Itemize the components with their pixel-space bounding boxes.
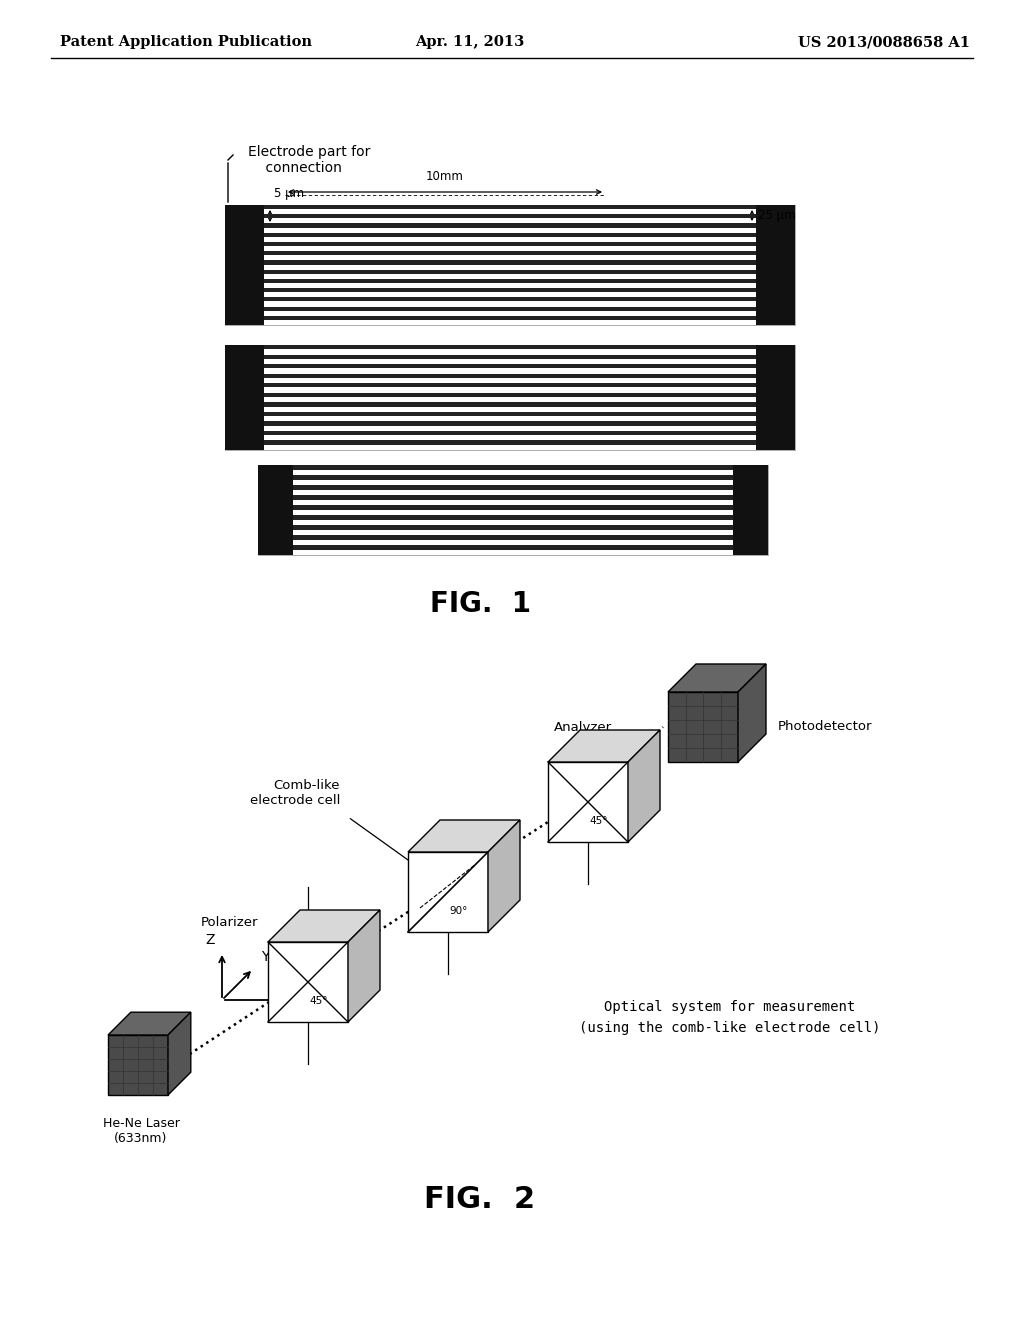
Bar <box>264 355 757 359</box>
Polygon shape <box>408 820 520 851</box>
Text: Optical system for measurement
(using the comb-like electrode cell): Optical system for measurement (using th… <box>580 1001 881 1035</box>
Text: 5 μm: 5 μm <box>274 187 304 201</box>
Text: US 2013/0088658 A1: US 2013/0088658 A1 <box>798 36 970 49</box>
Bar <box>264 232 757 236</box>
Bar <box>264 374 757 378</box>
Bar <box>757 345 795 450</box>
Bar <box>264 242 757 246</box>
Polygon shape <box>108 1035 168 1096</box>
Text: FIG.  2: FIG. 2 <box>424 1185 536 1214</box>
Bar <box>733 465 768 554</box>
Bar <box>264 223 757 227</box>
Bar <box>264 205 757 209</box>
Text: He-Ne Laser
(633nm): He-Ne Laser (633nm) <box>102 1117 179 1144</box>
Bar <box>264 430 757 436</box>
Bar <box>225 345 264 450</box>
Bar <box>264 288 757 292</box>
Bar <box>264 345 757 350</box>
Polygon shape <box>408 851 488 932</box>
Bar <box>264 251 757 255</box>
Text: 45°: 45° <box>590 816 608 826</box>
Bar <box>264 393 757 397</box>
Bar <box>264 260 757 264</box>
Bar <box>264 279 757 282</box>
Text: Electrode part for
    connection: Electrode part for connection <box>248 145 371 176</box>
Bar <box>258 465 768 554</box>
Text: Patent Application Publication: Patent Application Publication <box>60 36 312 49</box>
Text: Polarizer: Polarizer <box>201 916 258 928</box>
Text: Z: Z <box>205 933 215 946</box>
Polygon shape <box>268 942 348 1022</box>
Bar <box>293 545 733 549</box>
Bar <box>258 465 293 554</box>
Text: Y: Y <box>261 950 269 964</box>
Bar <box>225 205 264 325</box>
Bar <box>293 495 733 499</box>
Text: 25 μm: 25 μm <box>758 209 796 222</box>
Text: X: X <box>287 993 296 1007</box>
Bar <box>264 269 757 273</box>
Bar <box>264 403 757 407</box>
Bar <box>264 364 757 368</box>
Polygon shape <box>348 909 380 1022</box>
Text: Comb-like
electrode cell: Comb-like electrode cell <box>250 779 340 807</box>
Bar <box>264 306 757 310</box>
Text: 10mm: 10mm <box>426 170 464 183</box>
Bar <box>757 205 795 325</box>
Bar <box>264 421 757 425</box>
Text: 45°: 45° <box>309 997 328 1006</box>
Bar <box>293 535 733 540</box>
Polygon shape <box>268 909 380 942</box>
Polygon shape <box>488 820 520 932</box>
Polygon shape <box>168 1012 190 1096</box>
Bar <box>293 465 733 470</box>
Text: Analyzer: Analyzer <box>554 721 612 734</box>
Bar <box>293 525 733 529</box>
Bar <box>293 484 733 490</box>
Bar <box>293 515 733 520</box>
Bar <box>264 383 757 388</box>
Polygon shape <box>548 730 660 762</box>
Bar <box>264 315 757 319</box>
Polygon shape <box>548 762 628 842</box>
Bar <box>293 506 733 510</box>
Text: Apr. 11, 2013: Apr. 11, 2013 <box>416 36 524 49</box>
Polygon shape <box>668 664 766 692</box>
Polygon shape <box>668 692 738 762</box>
Bar <box>225 345 795 450</box>
Polygon shape <box>738 664 766 762</box>
Text: FIG.  1: FIG. 1 <box>429 590 530 618</box>
Bar <box>264 214 757 218</box>
Text: 90°: 90° <box>450 907 468 916</box>
Bar <box>264 412 757 416</box>
Text: Photodetector: Photodetector <box>778 721 872 734</box>
Bar <box>264 297 757 301</box>
Bar <box>264 441 757 445</box>
Bar <box>225 205 795 325</box>
Polygon shape <box>628 730 660 842</box>
Polygon shape <box>108 1012 190 1035</box>
Bar <box>293 475 733 479</box>
